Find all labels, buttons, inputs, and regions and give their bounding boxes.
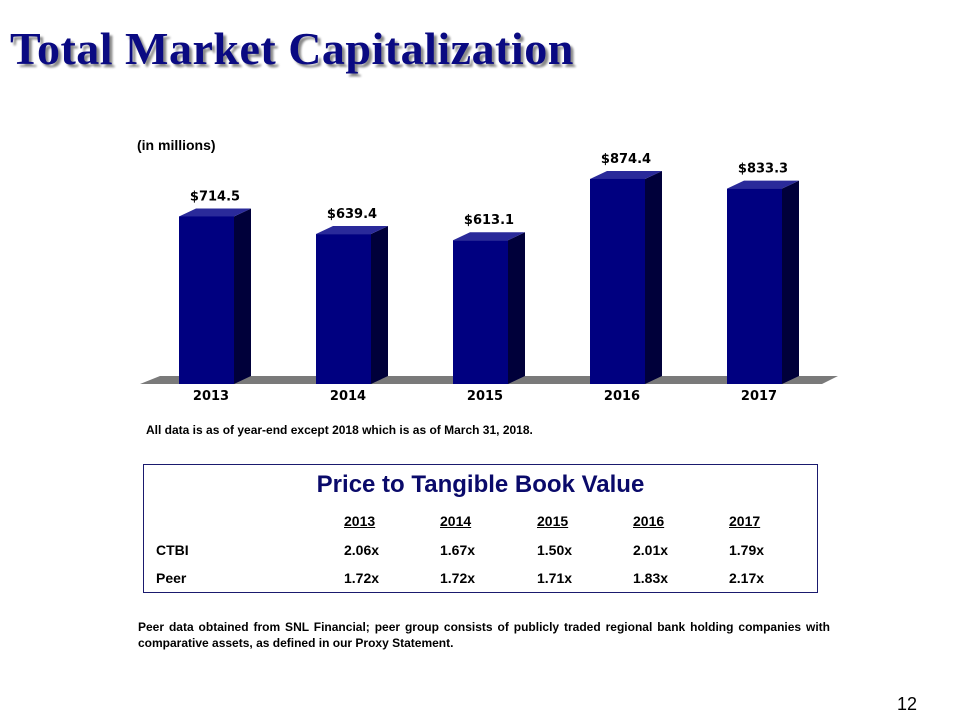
bar-side bbox=[234, 208, 251, 384]
ptbv-cell: 1.83x bbox=[633, 570, 669, 586]
ptbv-cell: 1.79x bbox=[729, 542, 765, 558]
data-label: $874.4 bbox=[601, 152, 651, 167]
bar-side bbox=[782, 180, 799, 384]
ptbv-cell: 2.17x bbox=[729, 570, 765, 586]
ptbv-cell: 1.50x bbox=[537, 542, 573, 558]
bar-top bbox=[590, 170, 662, 179]
bar-top bbox=[179, 208, 251, 217]
data-label: $639.4 bbox=[327, 207, 377, 222]
footnote: Peer data obtained from SNL Financial; p… bbox=[138, 620, 830, 650]
ptbv-cell: 1.72x bbox=[344, 570, 380, 586]
ptbv-cell: 2.06x bbox=[344, 542, 380, 558]
ptbv-table: Price to Tangible Book Value 2013 2014 2… bbox=[143, 464, 818, 593]
ptbv-year-header: 2016 bbox=[633, 513, 665, 529]
bar-top bbox=[453, 232, 525, 241]
bar bbox=[316, 234, 371, 384]
data-note: All data is as of year-end except 2018 w… bbox=[146, 423, 533, 437]
bar bbox=[453, 240, 508, 384]
ptbv-year-header: 2015 bbox=[537, 513, 569, 529]
x-tick-label: 2017 bbox=[741, 389, 777, 404]
bar bbox=[179, 216, 234, 384]
data-label: $714.5 bbox=[190, 189, 240, 204]
page-number: 12 bbox=[897, 694, 918, 714]
x-tick-label: 2016 bbox=[604, 389, 640, 404]
x-tick-label: 2015 bbox=[467, 389, 503, 404]
ptbv-year-header: 2014 bbox=[440, 513, 472, 529]
ptbv-row-label: CTBI bbox=[156, 542, 189, 558]
market-cap-bar-chart: $714.5 2013 $639.4 2014 $613.1 2015 $874.4 2016… bbox=[140, 152, 838, 404]
x-tick-label: 2013 bbox=[193, 389, 229, 404]
bar-side bbox=[371, 226, 388, 384]
bar-top bbox=[727, 180, 799, 189]
ptbv-cell: 1.67x bbox=[440, 542, 476, 558]
bar bbox=[590, 178, 645, 384]
ptbv-cell: 1.71x bbox=[537, 570, 573, 586]
ptbv-title: Price to Tangible Book Value bbox=[316, 471, 645, 498]
units-label: (in millions) bbox=[137, 137, 216, 153]
bar-side bbox=[645, 170, 662, 384]
ptbv-cell: 1.72x bbox=[440, 570, 476, 586]
x-tick-label: 2014 bbox=[330, 389, 366, 404]
ptbv-row-label: Peer bbox=[156, 570, 187, 586]
bar-top bbox=[316, 226, 388, 235]
ptbv-year-header: 2017 bbox=[729, 513, 761, 529]
bar-side bbox=[508, 232, 525, 384]
data-label: $613.1 bbox=[464, 213, 514, 228]
ptbv-year-header: 2013 bbox=[344, 513, 376, 529]
data-label: $833.3 bbox=[738, 162, 788, 177]
ptbv-cell: 2.01x bbox=[633, 542, 669, 558]
bar bbox=[727, 188, 782, 384]
page-title: Total Market Capitalization bbox=[10, 23, 574, 74]
